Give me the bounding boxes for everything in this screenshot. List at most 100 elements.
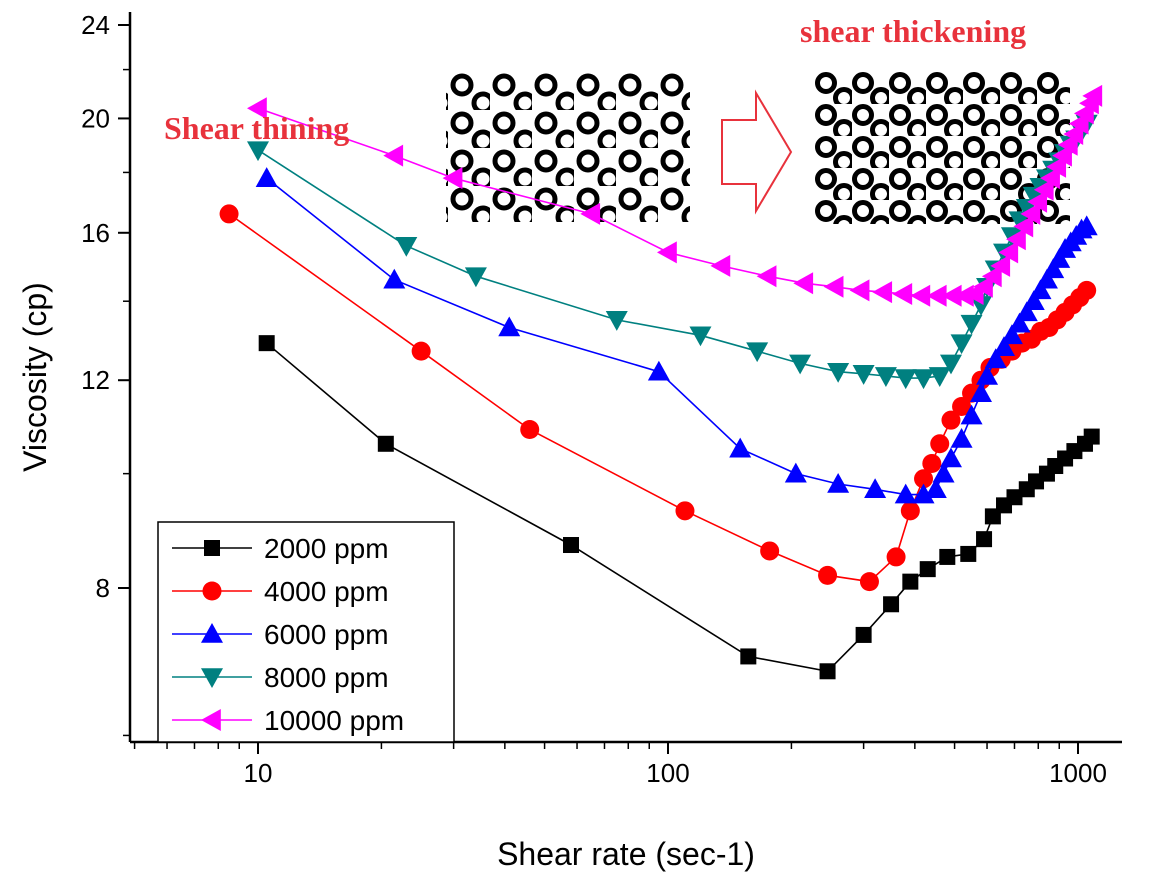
data-point <box>912 483 935 504</box>
data-point <box>939 447 962 468</box>
data-point <box>914 469 934 489</box>
data-point <box>849 279 870 302</box>
data-point <box>746 342 769 363</box>
data-point <box>864 478 887 499</box>
data-point <box>1006 228 1026 251</box>
data-point <box>902 573 919 590</box>
transition-arrow-icon <box>721 89 793 215</box>
data-point <box>1027 190 1048 213</box>
data-point <box>973 275 993 298</box>
data-point <box>383 144 404 167</box>
data-point <box>970 296 993 316</box>
data-point <box>1006 489 1023 506</box>
data-point <box>892 282 913 305</box>
data-point <box>1040 167 1060 190</box>
data-point <box>900 501 920 521</box>
data-point <box>1075 215 1098 236</box>
data-point <box>1033 178 1054 201</box>
legend-marker <box>201 709 221 731</box>
inset-image-left <box>446 72 690 222</box>
data-point <box>689 326 712 347</box>
data-point <box>919 561 936 578</box>
data-point <box>756 265 777 288</box>
data-point <box>976 531 993 548</box>
data-point <box>852 365 875 385</box>
data-point <box>941 284 962 307</box>
data-point <box>793 272 814 295</box>
data-point <box>939 548 956 565</box>
data-point <box>784 462 807 483</box>
legend-item: 8000 ppm <box>172 662 389 693</box>
data-point <box>910 284 931 307</box>
data-point <box>960 545 977 562</box>
data-point <box>993 336 1016 356</box>
y-tick-label: 12 <box>81 365 110 395</box>
data-point <box>952 396 972 416</box>
data-point <box>1013 215 1034 238</box>
data-point <box>970 382 993 402</box>
data-point <box>563 537 580 554</box>
legend-item: 4000 ppm <box>172 576 389 607</box>
data-point <box>1035 268 1058 289</box>
legend-label: 4000 ppm <box>264 576 389 607</box>
data-point <box>872 281 893 304</box>
data-point <box>950 334 973 355</box>
data-point <box>258 335 275 352</box>
data-point <box>255 167 278 187</box>
axis-ticks: 10100100081216202428 <box>81 10 1107 788</box>
data-point <box>789 354 812 375</box>
legend-item: 6000 ppm <box>172 619 389 650</box>
data-point <box>939 354 962 375</box>
data-point <box>383 268 406 289</box>
plot-series <box>219 84 1103 680</box>
data-point <box>859 572 879 592</box>
data-point <box>729 437 752 458</box>
annotation-shear-thinning: Shear thining <box>164 110 349 146</box>
data-point <box>1000 324 1023 345</box>
data-point <box>1015 301 1038 322</box>
data-point <box>395 236 418 257</box>
legend-marker <box>202 581 222 601</box>
data-point <box>894 483 917 504</box>
data-point <box>998 241 1019 264</box>
legend-label: 2000 ppm <box>264 533 389 564</box>
y-axis-title: Viscosity (cp) <box>17 282 53 472</box>
data-point <box>1057 133 1078 156</box>
data-point <box>247 141 269 162</box>
data-point <box>960 404 983 425</box>
data-point <box>827 472 850 493</box>
data-point <box>647 360 670 381</box>
data-point <box>442 167 463 190</box>
data-point <box>760 541 780 561</box>
data-point <box>657 241 677 264</box>
data-point <box>675 501 695 521</box>
data-point <box>520 419 540 439</box>
data-point <box>950 427 973 448</box>
data-point <box>1029 279 1052 300</box>
data-point <box>928 367 951 387</box>
data-point <box>377 435 394 452</box>
data-point <box>740 648 757 665</box>
data-point <box>1082 84 1103 107</box>
data-point <box>1022 290 1045 311</box>
data-point <box>1008 312 1031 333</box>
data-point <box>247 97 267 120</box>
y-tick-label: 24 <box>81 10 110 40</box>
data-point <box>930 434 950 454</box>
annotation-shear-thickening: shear thickening <box>800 13 1026 49</box>
data-point <box>941 410 961 430</box>
data-point <box>874 367 897 387</box>
data-point <box>924 478 947 499</box>
data-point <box>1077 280 1097 300</box>
y-tick-label: 8 <box>96 573 110 603</box>
inset-image-right <box>815 72 1070 224</box>
data-point <box>883 596 900 613</box>
data-point <box>464 267 487 288</box>
legend-label: 6000 ppm <box>264 619 389 650</box>
data-point <box>926 284 947 307</box>
data-point <box>1052 144 1072 167</box>
legend-marker <box>201 623 223 643</box>
data-point <box>1083 428 1100 445</box>
data-point <box>990 254 1011 277</box>
